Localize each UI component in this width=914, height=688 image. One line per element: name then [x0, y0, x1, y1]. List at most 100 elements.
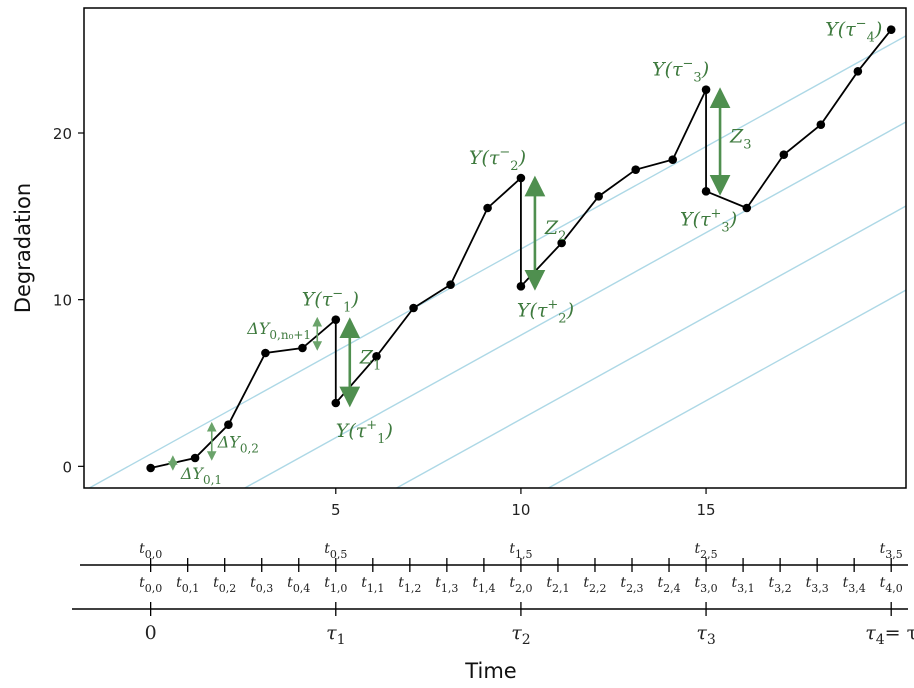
label-part: 1,5: [515, 548, 533, 561]
label-part: Z: [729, 126, 744, 148]
label-part: 0,n₀+1: [269, 328, 311, 342]
label-part: ): [874, 19, 882, 41]
data-point: [594, 192, 603, 201]
jump-label-3: Z3: [729, 126, 751, 153]
label-part: 1: [343, 301, 351, 316]
data-point: [701, 85, 711, 94]
increment-label-3: ΔY0,n₀+1: [246, 319, 311, 342]
label-part: 3: [721, 220, 729, 235]
label-part: t: [324, 541, 330, 557]
label-part: ΔY: [217, 432, 242, 451]
label-part: 0: [145, 622, 157, 644]
label-part: t: [287, 575, 293, 591]
label-part: t: [361, 575, 367, 591]
data-point: [331, 398, 341, 408]
timeline-mid-label: t2,0: [509, 575, 532, 595]
label-part: 2,2: [589, 582, 607, 595]
data-point: [557, 238, 566, 248]
timeline-bottom-label: 0: [145, 622, 157, 644]
x-tick-label: 10: [511, 501, 530, 519]
label-part: t: [583, 575, 589, 591]
label-part: 2: [558, 311, 566, 326]
label-part: +: [711, 206, 722, 221]
label-part: 0,4: [293, 582, 311, 595]
label-part: 1,0: [330, 582, 348, 595]
timeline-bottom-label: τ4= τ: [865, 622, 914, 648]
timeline-mid-label: t1,0: [324, 575, 347, 595]
label-part: 2: [510, 159, 518, 174]
timeline-top-label: t3,5: [880, 541, 903, 561]
x-tick-label: 5: [331, 501, 341, 519]
label-part: 2,1: [552, 582, 570, 595]
label-part: 3,2: [774, 582, 792, 595]
label-part: +: [366, 418, 377, 433]
label-part: ): [518, 147, 526, 169]
label-part: 0,1: [182, 582, 200, 595]
label-part: t: [139, 575, 145, 591]
timelines: t0,0 t0,5 t1,5 t2,5 t3,5t0,0 t0,1 t0,2 t0,3 t0,4…: [72, 541, 914, 648]
label-part: t: [546, 575, 552, 591]
label-part: 1: [373, 358, 381, 373]
label-part: Y(τ: [517, 299, 548, 321]
reference-line-1: [87, 35, 906, 488]
timeline-bottom-label: τ2: [511, 622, 530, 648]
timeline-mid-label: t3,3: [806, 575, 829, 595]
label-part: 0,0: [145, 548, 163, 561]
point-label-tau2-minus: Y(τ−2): [469, 145, 526, 174]
label-part: 0,3: [256, 582, 274, 595]
timeline-mid-label: t0,1: [176, 575, 199, 595]
timeline-mid-label: t3,1: [732, 575, 755, 595]
label-part: −: [683, 57, 694, 72]
label-part: t: [176, 575, 182, 591]
degradation-path: [146, 25, 896, 473]
data-point: [298, 343, 307, 353]
label-part: t: [472, 575, 478, 591]
timeline-mid-label: t1,1: [361, 575, 384, 595]
label-part: 2: [558, 229, 566, 244]
label-part: Y(τ: [825, 19, 856, 41]
increment-label-2: ΔY0,2: [217, 432, 259, 455]
data-point: [190, 453, 200, 463]
timeline-mid-label: t2,3: [620, 575, 643, 595]
data-point: [886, 25, 896, 34]
point-labels: Y(τ−1)Y(τ+1)Y(τ−2)Y(τ+2)Y(τ−3)Y(τ+3)Y(τ−…: [302, 17, 882, 447]
label-part: −: [499, 145, 510, 160]
reference-lines: [87, 35, 906, 488]
label-part: ): [701, 59, 709, 81]
label-part: t: [509, 575, 515, 591]
label-part: ΔY: [180, 464, 205, 483]
data-point: [631, 165, 641, 174]
label-part: t: [694, 575, 700, 591]
label-part: t: [880, 541, 886, 557]
label-part: 3,5: [885, 548, 903, 561]
label-part: 1: [337, 632, 346, 648]
label-part: 2,0: [515, 582, 533, 595]
label-part: t: [694, 541, 700, 557]
label-part: 2,4: [663, 582, 681, 595]
label-part: 3: [743, 138, 751, 153]
data-point: [224, 420, 233, 429]
label-part: t: [880, 575, 886, 591]
label-part: 1,4: [478, 582, 496, 595]
label-part: 0,2: [219, 582, 237, 595]
label-part: 4: [876, 632, 885, 648]
label-part: Z: [544, 217, 559, 239]
label-part: 4: [867, 31, 875, 46]
label-part: ΔY: [246, 319, 271, 338]
label-part: ): [566, 299, 574, 321]
label-part: 3: [693, 71, 701, 86]
label-part: τ: [865, 622, 876, 644]
data-point: [516, 173, 526, 183]
data-point: [409, 303, 418, 313]
label-part: 1,1: [367, 582, 385, 595]
timeline-mid-label: t1,4: [472, 575, 495, 595]
label-part: −: [856, 17, 867, 32]
label-part: 1,3: [441, 582, 459, 595]
label-part: τ: [511, 622, 522, 644]
label-part: τ: [696, 622, 707, 644]
data-point: [261, 348, 270, 358]
point-label-tau1-minus: Y(τ−1): [302, 287, 359, 316]
